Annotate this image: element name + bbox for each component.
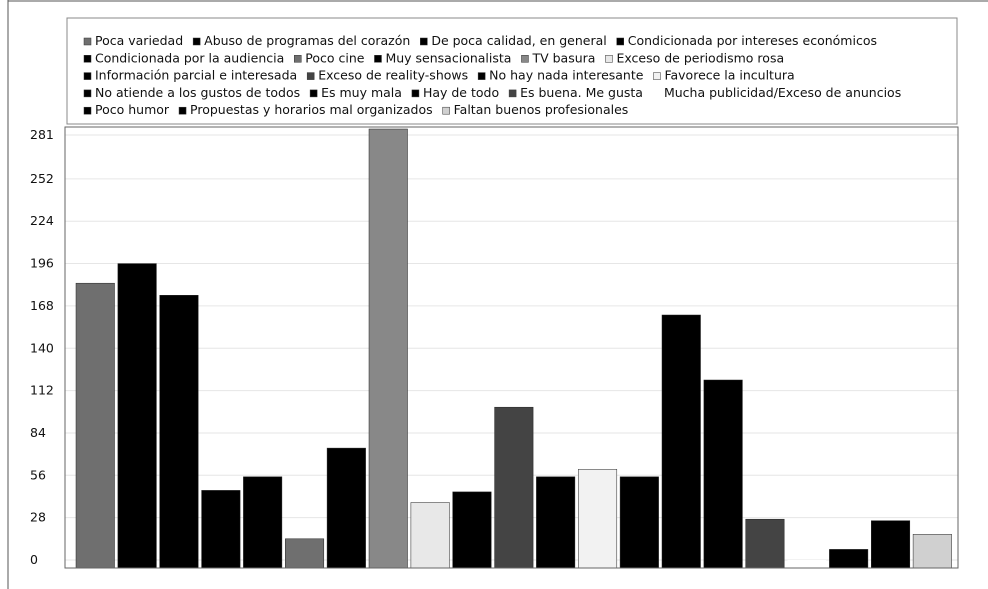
legend-swatch (83, 72, 92, 80)
legend-swatch (192, 37, 201, 46)
bar (619, 476, 659, 569)
y-tick-label: 140 (30, 340, 54, 355)
bar (410, 502, 450, 569)
bar (494, 406, 534, 569)
legend-entry: Información parcial e interesada (95, 68, 297, 83)
bar (452, 491, 492, 569)
y-tick-label: 196 (30, 256, 54, 271)
legend-entry: Poca variedad (95, 33, 183, 48)
bar (326, 447, 366, 569)
bar (75, 282, 115, 569)
y-tick-label: 112 (30, 383, 54, 398)
bar (703, 379, 743, 569)
legend-entry: Propuestas y horarios mal organizados (190, 102, 433, 117)
legend-entry: Poco humor (95, 102, 170, 117)
legend-swatch (411, 89, 420, 98)
legend-entry: Abuso de programas del corazón (204, 33, 410, 48)
bar (745, 518, 785, 569)
legend-box (66, 17, 958, 125)
y-tick-label: 84 (30, 425, 46, 440)
bar (829, 549, 869, 569)
legend-entry: Condicionada por la audiencia (95, 50, 284, 65)
legend-swatch (420, 37, 428, 46)
bars (75, 128, 952, 569)
bar (787, 560, 827, 568)
bar (117, 263, 157, 569)
y-axis-ticks: 0 28 56 84 112 140 168 196 224 252 281 (30, 127, 54, 567)
legend-entry: Condicionada por intereses económicos (628, 33, 877, 48)
y-tick-label: 224 (30, 213, 54, 228)
y-tick-label: 28 (30, 510, 46, 525)
legend-swatch (83, 37, 92, 46)
legend-entry: Es buena. Me gusta (520, 85, 643, 100)
legend-entry: Es muy mala (321, 85, 402, 100)
legend-entry: Poco cine (305, 50, 365, 65)
y-tick-label: 281 (30, 127, 54, 142)
legend-swatch (477, 72, 486, 80)
legend-swatch (442, 106, 450, 115)
legend-entry: Mucha publicidad/Exceso de anuncios (664, 85, 901, 100)
legend-swatch (306, 72, 315, 80)
legend-swatch (294, 55, 302, 63)
legend-swatch (83, 55, 92, 63)
legend-swatch (83, 106, 92, 115)
bar (578, 469, 618, 569)
legend-entry: De poca calidad, en general (431, 33, 606, 48)
y-tick-label: 168 (30, 298, 54, 313)
legend: Poca variedad Abuso de programas del cora… (83, 33, 901, 117)
legend-entry: Favorece la incultura (664, 68, 794, 83)
legend-swatch (521, 55, 529, 63)
legend-entry: No hay nada interesante (489, 68, 644, 83)
y-tick-label: 56 (30, 467, 46, 482)
legend-swatch (653, 72, 661, 80)
bar (159, 295, 199, 569)
legend-entry: Muy sensacionalista (385, 50, 511, 65)
y-tick-label: 252 (30, 171, 54, 186)
bar (661, 314, 701, 569)
legend-entry: Faltan buenos profesionales (454, 102, 629, 117)
bar (201, 490, 241, 569)
bar (912, 534, 952, 569)
legend-entry: Exceso de periodismo rosa (616, 50, 784, 65)
legend-swatch (83, 89, 92, 98)
legend-swatch (374, 55, 382, 63)
bar (871, 520, 911, 569)
legend-entry: No atiende a los gustos de todos (95, 85, 300, 100)
legend-swatch (616, 37, 624, 46)
legend-entry: TV basura (531, 50, 595, 65)
bar (368, 128, 408, 569)
legend-entry: Hay de todo (423, 85, 499, 100)
legend-swatch (508, 89, 517, 98)
legend-swatch (309, 89, 318, 98)
bar (536, 476, 576, 569)
legend-swatch (605, 55, 613, 63)
plot-area-border (64, 126, 959, 569)
legend-swatch (652, 89, 660, 97)
legend-swatch (178, 106, 187, 115)
bar (285, 538, 325, 569)
bar (243, 476, 283, 569)
y-tick-label: 0 (30, 552, 38, 567)
legend-entry: Exceso de reality-shows (318, 68, 468, 83)
